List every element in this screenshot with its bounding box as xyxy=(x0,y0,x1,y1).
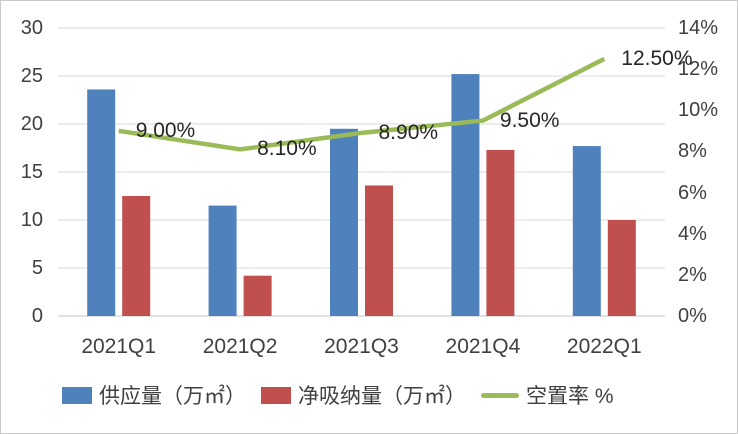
vacancy-point-label: 9.50% xyxy=(499,108,560,132)
category-label: 2021Q3 xyxy=(324,335,399,358)
right-axis-tick-label: 0% xyxy=(678,305,707,327)
left-axis-tick-label: 15 xyxy=(20,161,43,183)
right-axis-tick-label: 8% xyxy=(678,140,707,163)
legend-label-absorption: 净吸纳量（万㎡） xyxy=(298,385,466,408)
left-axis-tick-label: 10 xyxy=(20,209,43,231)
right-axis-tick-label: 4% xyxy=(678,222,707,245)
supply-bar-2021Q3 xyxy=(330,128,358,316)
legend-item-supply: 供应量（万㎡） xyxy=(62,380,246,410)
vacancy-point-label: 8.10% xyxy=(257,137,317,161)
supply-bar-2022Q1 xyxy=(572,146,601,316)
absorption-bar-2021Q3 xyxy=(365,185,393,316)
supply-bar-2021Q4 xyxy=(451,74,480,316)
supply-bar-2021Q1 xyxy=(87,89,116,316)
legend-label-vacancy: 空置率 % xyxy=(526,385,614,408)
legend-item-vacancy: 空置率 % xyxy=(481,380,614,410)
left-axis-tick-label: 0 xyxy=(31,305,43,327)
vacancy-point-label: 12.50% xyxy=(621,46,693,70)
right-axis-tick-label: 6% xyxy=(678,181,707,204)
absorption-bar-2021Q1 xyxy=(122,196,151,316)
absorption-swatch xyxy=(261,386,291,404)
absorption-bar-2021Q4 xyxy=(486,149,515,316)
absorption-bar-2022Q1 xyxy=(607,220,636,316)
supply-bar-2021Q2 xyxy=(208,205,237,316)
vacancy-point-label: 8.90% xyxy=(378,120,439,144)
category-label: 2021Q1 xyxy=(81,335,157,358)
legend: 供应量（万㎡） 净吸纳量（万㎡） 空置率 % xyxy=(62,380,614,410)
absorption-bar-2021Q2 xyxy=(243,275,272,316)
left-axis-tick-label: 25 xyxy=(20,65,43,87)
vacancy-line-swatch xyxy=(481,392,519,398)
left-axis-tick-label: 20 xyxy=(20,113,43,135)
supply-swatch xyxy=(62,386,92,404)
category-label: 2022Q1 xyxy=(566,335,642,358)
category-label: 2021Q2 xyxy=(202,335,278,358)
left-axis-tick-label: 5 xyxy=(31,257,43,279)
right-axis-tick-label: 2% xyxy=(678,263,707,286)
right-axis-tick-label: 12% xyxy=(678,58,719,81)
left-axis-tick-label: 30 xyxy=(20,17,43,39)
category-label: 2021Q4 xyxy=(445,335,521,358)
vacancy-point-label: 9.00% xyxy=(135,118,196,142)
legend-item-absorption: 净吸纳量（万㎡） xyxy=(261,380,466,410)
right-axis-tick-label: 10% xyxy=(678,99,719,122)
legend-label-supply: 供应量（万㎡） xyxy=(99,385,246,408)
vacancy-rate-line xyxy=(118,56,606,152)
right-axis-tick-label: 14% xyxy=(678,17,719,39)
